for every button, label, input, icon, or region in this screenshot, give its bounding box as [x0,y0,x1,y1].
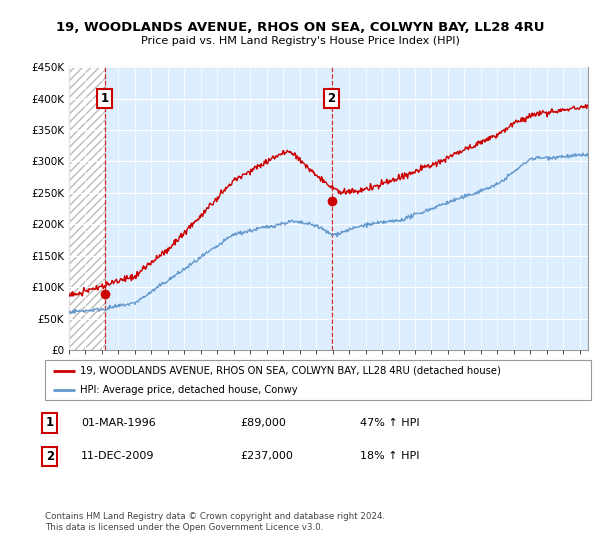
Text: Price paid vs. HM Land Registry's House Price Index (HPI): Price paid vs. HM Land Registry's House … [140,36,460,46]
Text: £89,000: £89,000 [240,418,286,428]
Text: 47% ↑ HPI: 47% ↑ HPI [360,418,419,428]
Text: Contains HM Land Registry data © Crown copyright and database right 2024.
This d: Contains HM Land Registry data © Crown c… [45,512,385,532]
Text: 11-DEC-2009: 11-DEC-2009 [81,451,155,461]
Text: 1: 1 [101,92,109,105]
Text: £237,000: £237,000 [240,451,293,461]
Text: 01-MAR-1996: 01-MAR-1996 [81,418,156,428]
Text: 19, WOODLANDS AVENUE, RHOS ON SEA, COLWYN BAY, LL28 4RU (detached house): 19, WOODLANDS AVENUE, RHOS ON SEA, COLWY… [80,366,502,376]
Text: 19, WOODLANDS AVENUE, RHOS ON SEA, COLWYN BAY, LL28 4RU: 19, WOODLANDS AVENUE, RHOS ON SEA, COLWY… [56,21,544,34]
Text: HPI: Average price, detached house, Conwy: HPI: Average price, detached house, Conw… [80,385,298,395]
Bar [69,67,105,350]
Text: 18% ↑ HPI: 18% ↑ HPI [360,451,419,461]
Text: 1: 1 [46,416,54,430]
Text: 2: 2 [46,450,54,463]
FancyBboxPatch shape [45,360,591,400]
Text: 2: 2 [328,92,335,105]
